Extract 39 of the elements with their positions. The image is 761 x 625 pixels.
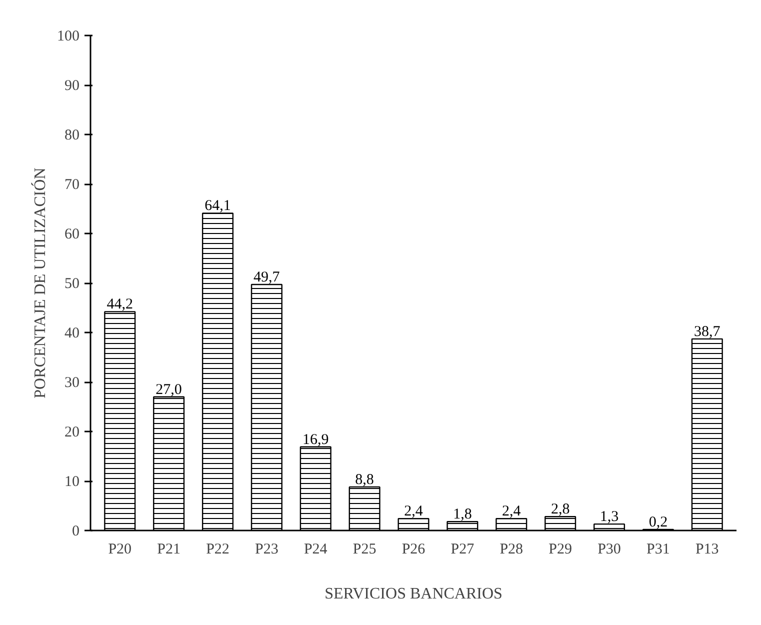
y-tick-label: 70 (64, 177, 80, 193)
data-label: 38,7 (694, 324, 721, 340)
data-label: 64,1 (204, 198, 231, 214)
y-tick-label: 10 (64, 474, 80, 490)
data-label: 16,9 (302, 432, 329, 448)
data-label: 2,4 (502, 504, 522, 520)
x-tick-label: P25 (352, 542, 376, 558)
data-label: 0,2 (648, 514, 668, 531)
x-axis-title: SERVICIOS BANCARIOS (324, 586, 502, 602)
data-label: 2,8 (550, 502, 570, 518)
data-label: 1,8 (453, 506, 472, 523)
x-tick-label: P22 (206, 542, 230, 558)
data-label: 1,3 (600, 509, 619, 526)
data-label: 49,7 (254, 269, 280, 286)
x-tick-label: P30 (598, 542, 621, 558)
x-tick-label: P31 (646, 542, 670, 558)
x-tick-label: P26 (402, 542, 426, 558)
y-tick-label: 40 (64, 326, 80, 342)
x-tick-label: P24 (304, 542, 328, 558)
x-tick-label: P29 (548, 542, 572, 558)
y-tick-label: 80 (64, 128, 80, 144)
x-tick-label: P28 (500, 542, 524, 558)
y-tick-label: 50 (64, 276, 80, 292)
x-tick-label: P23 (255, 542, 278, 558)
y-tick-label: 0 (72, 524, 80, 540)
x-tick-label: P27 (450, 542, 475, 558)
data-label: 8,8 (355, 472, 374, 488)
y-tick-label: 30 (64, 375, 80, 391)
x-tick-label: P13 (695, 542, 719, 558)
data-label: 2,4 (404, 504, 424, 520)
data-label: 27,0 (156, 382, 182, 398)
y-axis-title: PORCENTAJE DE UTILIZACIÓN (31, 167, 49, 398)
x-tick-label: P21 (157, 542, 180, 558)
y-tick-label: 90 (64, 78, 80, 94)
y-tick-label: 60 (64, 226, 80, 242)
y-tick-label: 100 (57, 28, 80, 44)
x-tick-label: P20 (108, 542, 132, 558)
y-tick-label: 20 (64, 424, 80, 440)
data-label: 44,2 (106, 296, 133, 313)
